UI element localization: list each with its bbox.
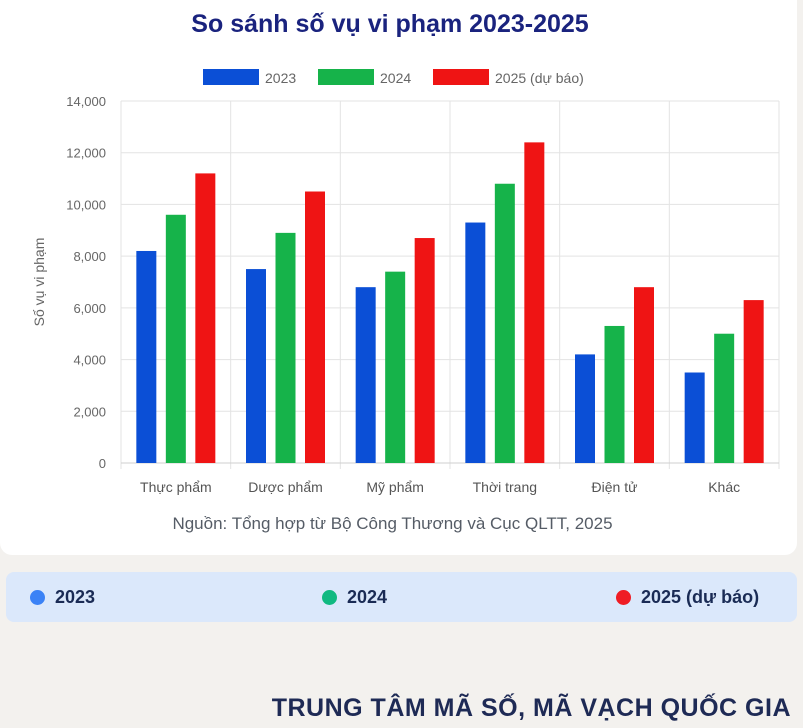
legend-label: 2024 bbox=[380, 70, 411, 86]
legend-dot-icon bbox=[322, 589, 337, 605]
chart-card: So sánh số vụ vi phạm 2023-2025 0 2,000 4,… bbox=[0, 0, 797, 555]
bar bbox=[355, 287, 376, 463]
bar bbox=[275, 232, 296, 463]
y-tick-label: 10,000 bbox=[66, 197, 106, 212]
y-tick-label: 4,000 bbox=[73, 353, 106, 368]
bar bbox=[524, 142, 545, 463]
bar bbox=[305, 191, 325, 463]
y-tick-label: 6,000 bbox=[73, 301, 106, 316]
legend-label: 2023 bbox=[265, 70, 296, 86]
y-tick-label: 14,000 bbox=[66, 94, 106, 109]
legend-item-2024: 2024 bbox=[322, 572, 387, 622]
bar bbox=[465, 222, 486, 463]
bar bbox=[195, 173, 216, 463]
bar bbox=[136, 250, 157, 463]
x-tick-label: Thực phẩm bbox=[140, 479, 212, 495]
x-tick-label: Điện tử bbox=[592, 479, 638, 495]
bar bbox=[165, 214, 186, 463]
legend-swatch bbox=[203, 69, 259, 85]
legend-label: 2024 bbox=[347, 586, 388, 607]
bar bbox=[743, 300, 764, 463]
bar bbox=[634, 287, 654, 463]
legend-label: 2025 (dự báo) bbox=[495, 70, 584, 86]
bar bbox=[246, 269, 266, 463]
bar bbox=[385, 271, 406, 463]
bar bbox=[714, 333, 735, 463]
footer-title: TRUNG TÂM MÃ SỐ, MÃ VẠCH QUỐC GIA bbox=[271, 694, 791, 722]
legend-dot-icon bbox=[30, 589, 45, 605]
bar-chart: 0 2,000 4,000 6,000 8,000 10,000 12,000 14,000 S… bbox=[31, 69, 780, 495]
x-tick-label: Dược phẩm bbox=[248, 479, 323, 495]
legend-item-2023: 2023 bbox=[30, 572, 95, 622]
y-tick-label: 12,000 bbox=[66, 146, 106, 161]
bar bbox=[494, 183, 515, 463]
bar bbox=[604, 325, 625, 463]
legend-item-2025: 2025 (dự báo) bbox=[616, 572, 759, 622]
bar bbox=[575, 354, 595, 463]
y-tick-label: 2,000 bbox=[73, 404, 106, 419]
legend-label: 2023 bbox=[55, 586, 96, 607]
legend-dot-icon bbox=[616, 589, 631, 605]
bar bbox=[414, 238, 435, 463]
x-tick-label: Khác bbox=[708, 479, 740, 495]
legend-swatch bbox=[433, 69, 489, 85]
bottom-legend: 2023 2024 2025 (dự báo) bbox=[6, 572, 797, 622]
y-axis-label: Số vụ vi phạm bbox=[31, 238, 47, 327]
chart-title: So sánh số vụ vi phạm 2023-2025 bbox=[191, 10, 589, 38]
legend-swatch bbox=[318, 69, 374, 85]
y-tick-label: 0 bbox=[99, 456, 106, 471]
y-tick-label: 8,000 bbox=[73, 249, 106, 264]
bar bbox=[684, 372, 705, 463]
x-tick-label: Thời trang bbox=[473, 479, 537, 495]
source-note: Nguồn: Tổng hợp từ Bộ Công Thương và Cục… bbox=[172, 514, 613, 533]
legend-label: 2025 (dự báo) bbox=[641, 586, 760, 607]
x-tick-label: Mỹ phẩm bbox=[366, 479, 424, 495]
